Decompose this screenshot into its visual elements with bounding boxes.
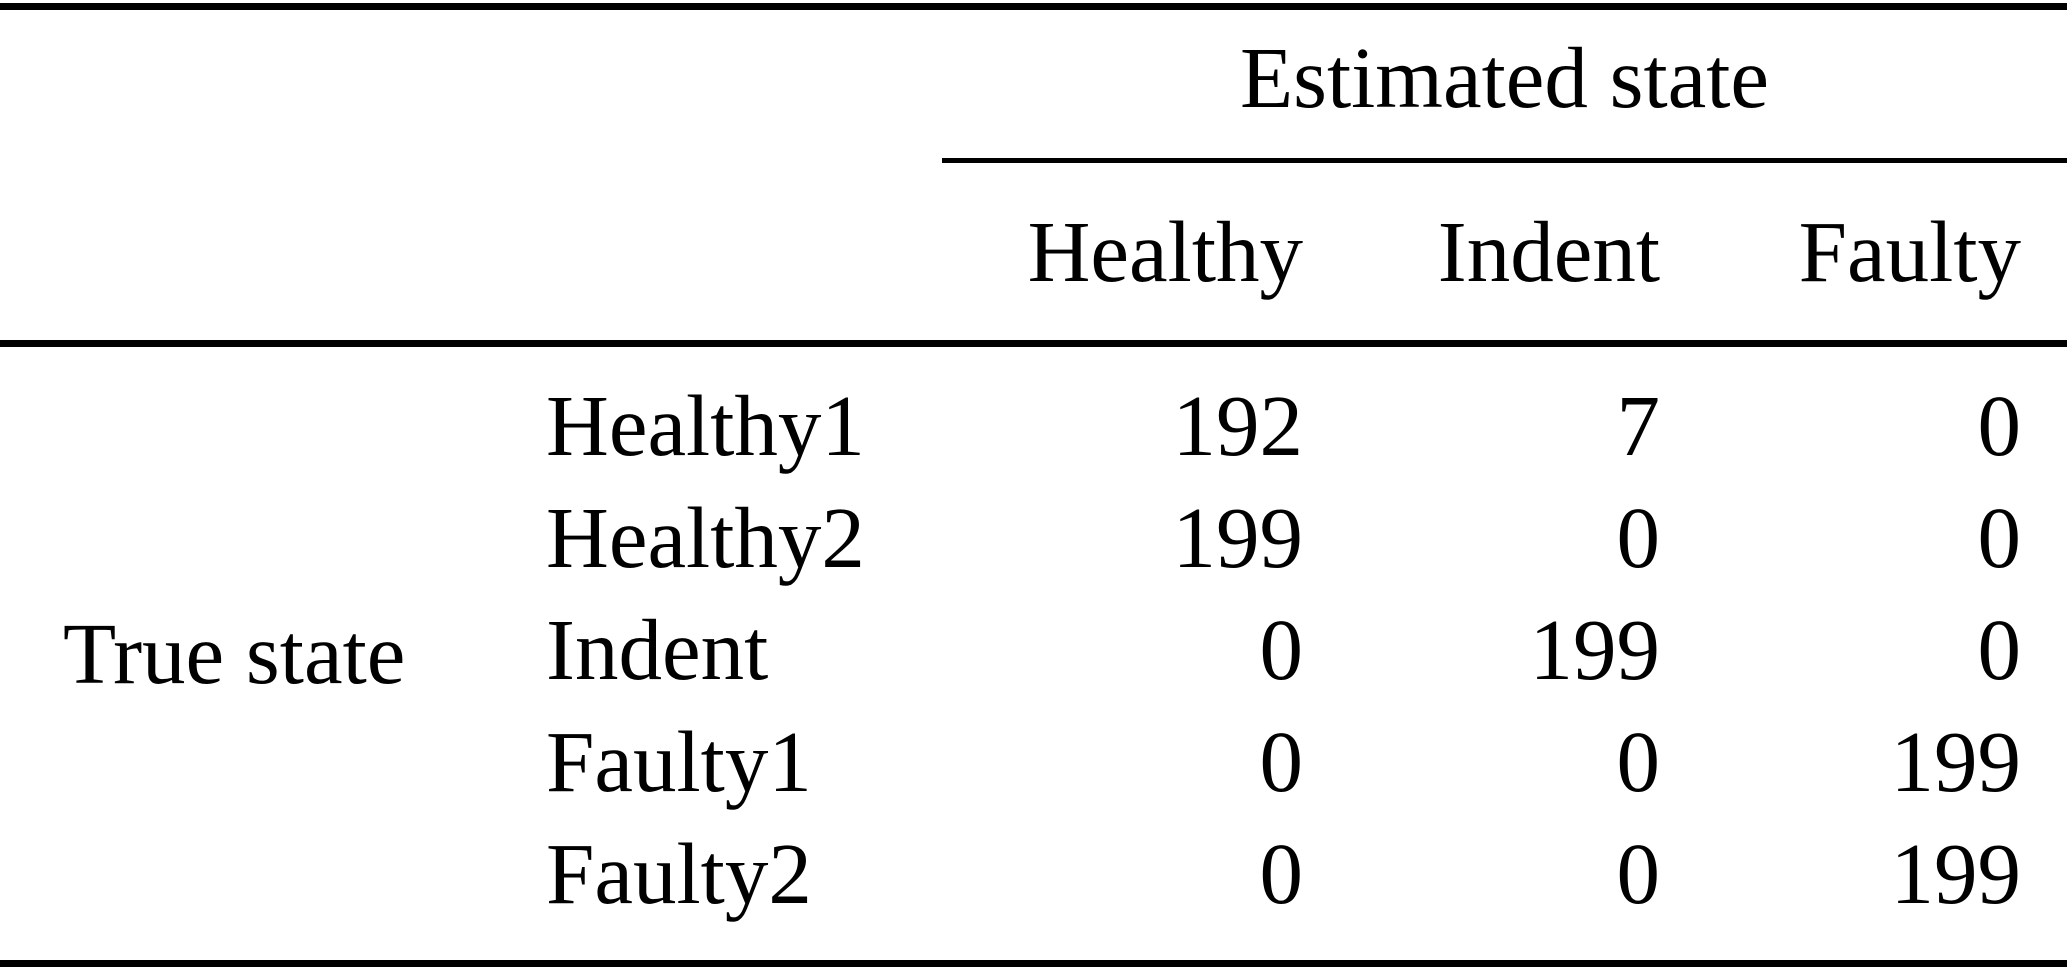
table-body: True state Healthy1 192 7 0 Healthy2 199… [0,347,2067,960]
empty-header-cell [0,163,520,340]
cell-value: 0 [1259,825,1304,922]
row-label: Faulty2 [546,825,812,922]
cell-value: 199 [1529,601,1661,698]
cell-value: 199 [1890,713,2022,810]
cell-value: 0 [1977,601,2022,698]
column-headers-row: Healthy Indent Faulty [0,163,2067,340]
cell-value: 0 [1616,713,1661,810]
table-row-healthy2: Healthy2 199 0 0 [520,482,2067,594]
row-group-label: True state [63,605,406,702]
column-header-indent: Indent [1437,203,1660,300]
cell-value: 7 [1616,377,1661,474]
cell-value: 0 [1259,713,1304,810]
cell-value: 199 [1890,825,2022,922]
row-label: Healthy2 [546,489,865,586]
row-label: Healthy1 [546,377,865,474]
empty-header-cell [520,163,942,340]
row-label: Faulty1 [546,713,812,810]
column-header-healthy: Healthy [1027,203,1303,300]
row-label: Indent [546,601,769,698]
table-row-indent: Indent 0 199 0 [520,594,2067,706]
cell-value: 0 [1977,377,2022,474]
top-rule [0,3,2067,10]
cell-value: 0 [1977,489,2022,586]
bottom-rule [0,960,2067,967]
table-row-faulty2: Faulty2 0 0 199 [520,818,2067,930]
cell-value: 0 [1259,601,1304,698]
table-row-faulty1: Faulty1 0 0 199 [520,706,2067,818]
column-group-header-row: Estimated state [0,10,2067,158]
column-group-underline-rule [942,158,2067,163]
data-rows: Healthy1 192 7 0 Healthy2 199 0 0 Indent… [520,347,2067,960]
column-group-label: Estimated state [1239,29,1770,126]
cell-value: 0 [1616,825,1661,922]
stub-spacer [0,10,942,158]
cell-value: 199 [1172,489,1304,586]
header-separator-rule [0,340,2067,347]
column-header-faulty: Faulty [1798,203,2021,300]
cell-value: 0 [1616,489,1661,586]
cell-value: 192 [1172,377,1304,474]
table-row-healthy1: Healthy1 192 7 0 [520,370,2067,482]
